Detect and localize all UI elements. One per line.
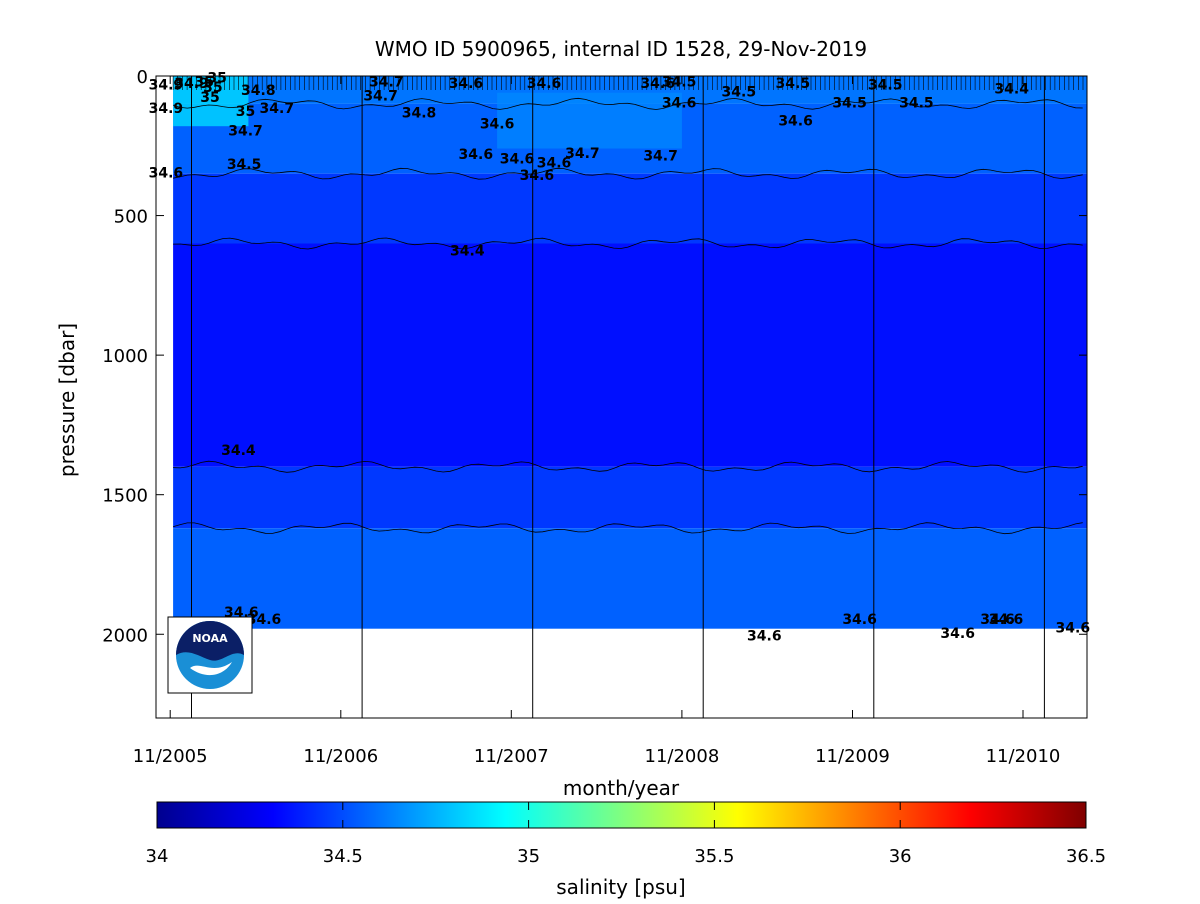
chart-title: WMO ID 5900965, internal ID 1528, 29-Nov… [375, 37, 867, 61]
x-tick-label: 11/2007 [474, 746, 549, 767]
y-tick-label: 0 [137, 67, 148, 88]
salinity-layer [173, 173, 1087, 244]
contour-label: 34.6 [537, 156, 572, 172]
contour-label: 34.4 [221, 443, 256, 459]
colorbar-tick-label: 36 [889, 846, 912, 867]
contour-line [173, 237, 1083, 250]
x-tick-label: 11/2008 [645, 746, 720, 767]
noaa-logo-icon: NOAA [167, 616, 253, 694]
profile-tick-marks [172, 76, 1084, 90]
contour-label: 34.6 [520, 168, 555, 184]
y-axis: 0 500 1000 1500 2000 [102, 67, 1087, 646]
x-axis-label: month/year [563, 776, 680, 800]
salinity-layer [173, 528, 1087, 629]
contour-label: 34.5 [722, 84, 757, 100]
contour-label: 35 [236, 104, 255, 120]
contour-label: 34.6 [459, 147, 494, 163]
x-tick-label: 11/2006 [303, 746, 378, 767]
x-tick-label: 11/2010 [986, 746, 1061, 767]
contour-label: 34.5 [868, 77, 903, 93]
colorbar [156, 801, 1087, 829]
contour-line [172, 522, 1083, 535]
contour-label: 34.7 [369, 75, 404, 91]
contour-label: 34.8 [402, 105, 437, 121]
contour-label: 34.9 [174, 76, 209, 92]
contour-line [173, 167, 1083, 180]
contour-label: 34.6 [480, 117, 515, 133]
y-tick-label: 1000 [102, 346, 148, 367]
colorbar-tick-label: 35.5 [694, 846, 734, 867]
contour-label: 35 [200, 90, 219, 106]
contour-label: 34.6 [527, 76, 562, 92]
contour-label: 34.7 [565, 146, 600, 162]
salinity-layer [173, 243, 1087, 467]
contour-label: 34.4 [994, 82, 1029, 98]
x-tick-label: 11/2009 [815, 746, 890, 767]
contour-label: 34.6 [1056, 620, 1091, 636]
contour-line [173, 460, 1083, 473]
contour-label: 35 [207, 70, 226, 86]
subsurface-patch [497, 92, 682, 149]
contour-label: 35 [203, 80, 222, 96]
contour-label: 34.6 [247, 612, 282, 628]
y-tick-label: 1500 [102, 486, 148, 507]
contour-label: 34.7 [363, 89, 398, 105]
contour-label: 34.5 [776, 76, 811, 92]
plot-frame [155, 75, 1088, 719]
contour-label: 34.6 [149, 165, 184, 181]
contour-label: 34.9 [149, 77, 184, 93]
contour-label: 34.6 [989, 612, 1024, 628]
contour-label: 34.9 [149, 101, 184, 117]
contour-label: 34.5 [899, 96, 934, 112]
contour-label: 34.4 [450, 244, 485, 260]
contour-label: 34.7 [643, 149, 678, 165]
y-axis-label: pressure [dbar] [55, 323, 79, 477]
contour-label: 34.8 [241, 83, 276, 99]
colorbar-ticks: 34 34.5 35 35.5 36 36.5 [146, 802, 1106, 867]
x-axis: 11/2005 11/2006 11/2007 11/2008 11/2009 11/20… [133, 76, 1061, 767]
colorbar-tick-label: 36.5 [1066, 846, 1106, 867]
contour-label: 34.6 [449, 76, 484, 92]
contour-label: 34.6 [747, 629, 782, 645]
contour-label: 34.6 [940, 626, 975, 642]
contour-label: 34.6 [778, 114, 813, 130]
contour-label: 34.7 [260, 101, 295, 117]
colorbar-tick-label: 34 [146, 846, 169, 867]
colorbar-tick-label: 34.5 [323, 846, 363, 867]
noaa-logo-text: NOAA [192, 632, 228, 645]
salinity-layer [173, 466, 1087, 529]
contour-label: 34.5 [662, 75, 697, 91]
contour-label: 34.6 [500, 151, 535, 167]
contour-label: 34.5 [227, 157, 262, 173]
contour-label: 34.5 [832, 96, 867, 112]
colorbar-label: salinity [psu] [556, 875, 685, 899]
contour-label: 34.6 [980, 612, 1015, 628]
colorbar-tick-label: 35 [517, 846, 540, 867]
y-tick-label: 2000 [102, 625, 148, 646]
contour-label: 34.6 [640, 76, 675, 92]
contour-line [172, 97, 1083, 110]
contour-label: 34.6 [662, 96, 697, 112]
year-boundary-lines [191, 76, 1045, 718]
salinity-field [173, 76, 1087, 629]
contour-label: 35 [195, 75, 214, 91]
y-tick-label: 500 [114, 207, 148, 228]
contour-lines [172, 97, 1083, 535]
x-tick-label: 11/2005 [133, 746, 208, 767]
contour-label: 34.6 [842, 612, 877, 628]
contour-label: 34.7 [228, 123, 263, 139]
